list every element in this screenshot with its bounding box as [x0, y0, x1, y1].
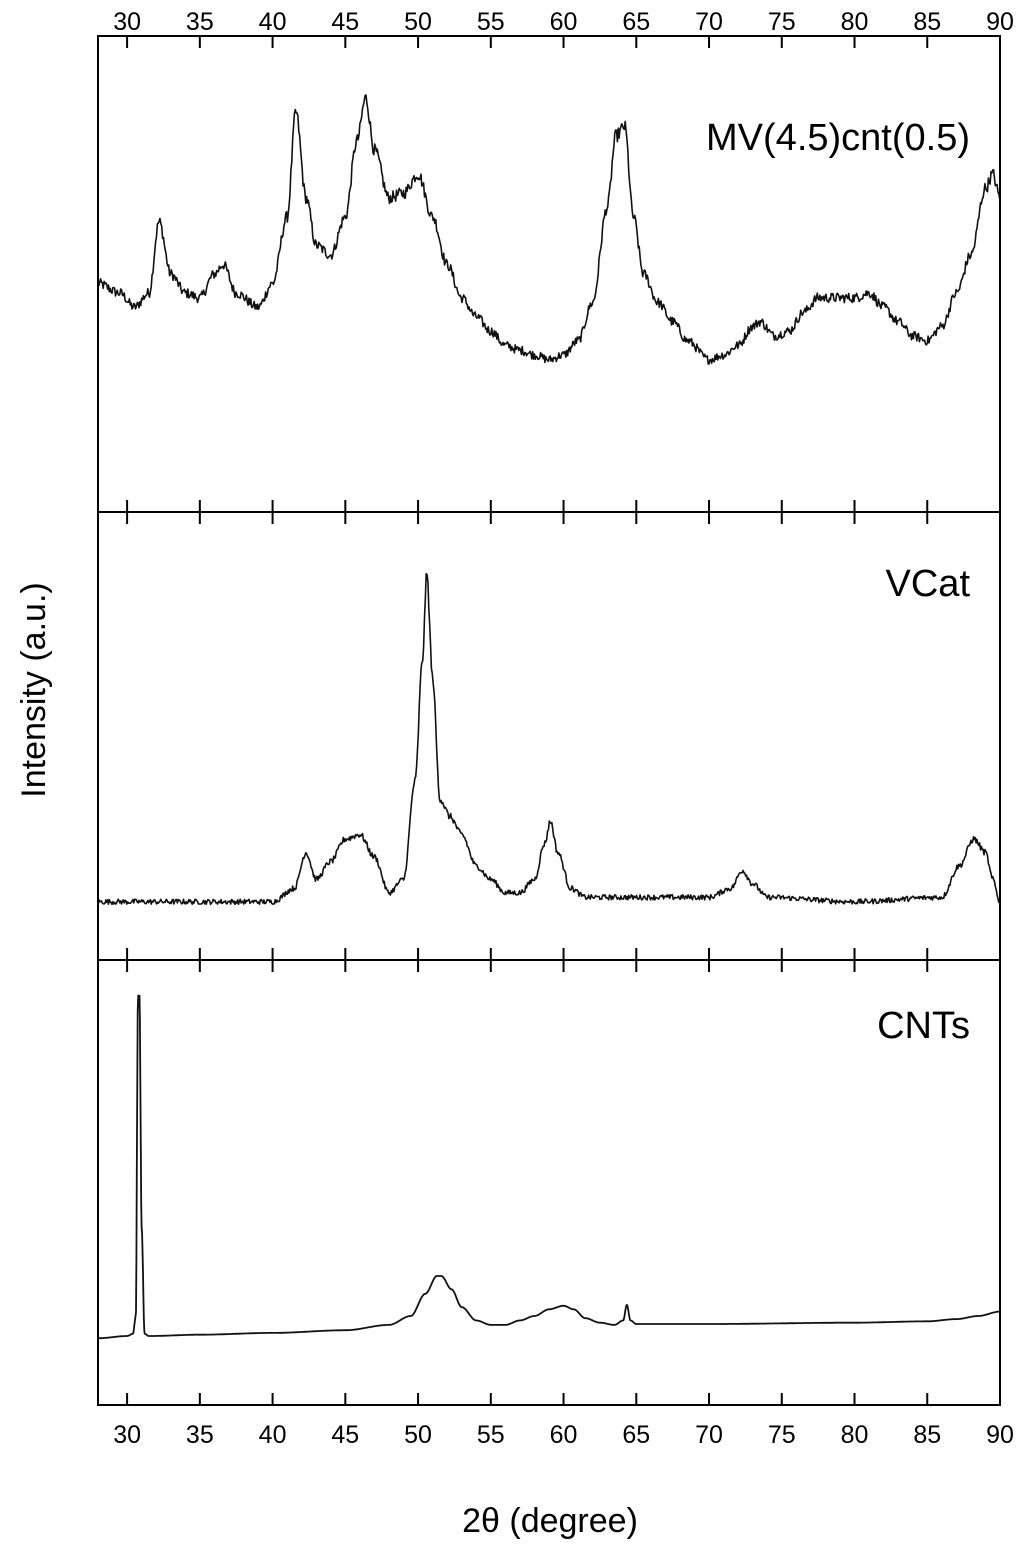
x-tick-label-top: 70 — [695, 8, 723, 36]
x-tick-label-top: 65 — [622, 8, 650, 36]
panel-label-2: VCat — [886, 563, 971, 605]
x-tick-label-top: 40 — [259, 8, 287, 36]
x-tick-label-top: 90 — [986, 8, 1014, 36]
x-tick-label-bottom: 75 — [768, 1421, 796, 1449]
x-tick-label-top: 45 — [331, 8, 359, 36]
x-tick-label-bottom: 80 — [841, 1421, 869, 1449]
x-tick-label-bottom: 40 — [259, 1421, 287, 1449]
x-tick-label-bottom: 85 — [913, 1421, 941, 1449]
x-tick-label-bottom: 90 — [986, 1421, 1014, 1449]
x-tick-label-bottom: 45 — [331, 1421, 359, 1449]
x-tick-label-top: 35 — [186, 8, 214, 36]
x-tick-label-top: 30 — [113, 8, 141, 36]
panel-label-3: CNTs — [877, 1005, 970, 1047]
x-tick-label-top: 50 — [404, 8, 432, 36]
panel-frame-1 — [97, 35, 1001, 513]
x-tick-label-bottom: 65 — [622, 1421, 650, 1449]
panel-frame-3 — [97, 959, 1001, 1406]
x-tick-label-bottom: 30 — [113, 1421, 141, 1449]
x-tick-label-bottom: 55 — [477, 1421, 505, 1449]
x-tick-label-bottom: 35 — [186, 1421, 214, 1449]
x-tick-label-top: 80 — [841, 8, 869, 36]
y-axis-title: Intensity (a.u.) — [15, 582, 53, 797]
x-tick-label-bottom: 60 — [550, 1421, 578, 1449]
x-tick-label-top: 85 — [913, 8, 941, 36]
x-tick-label-top: 55 — [477, 8, 505, 36]
x-tick-label-bottom: 70 — [695, 1421, 723, 1449]
panel-label-1: MV(4.5)cnt(0.5) — [706, 117, 970, 159]
panel-frame-2 — [97, 511, 1001, 961]
series-line-panel-3-1 — [97, 994, 1001, 1340]
x-tick-label-bottom: 50 — [404, 1421, 432, 1449]
x-tick-label-top: 60 — [550, 8, 578, 36]
series-line-panel-2-1 — [97, 572, 1001, 906]
series-line-panel-1-1 — [97, 94, 1001, 365]
x-axis-title: 2θ (degree) — [462, 1502, 638, 1540]
x-tick-label-top: 75 — [768, 8, 796, 36]
